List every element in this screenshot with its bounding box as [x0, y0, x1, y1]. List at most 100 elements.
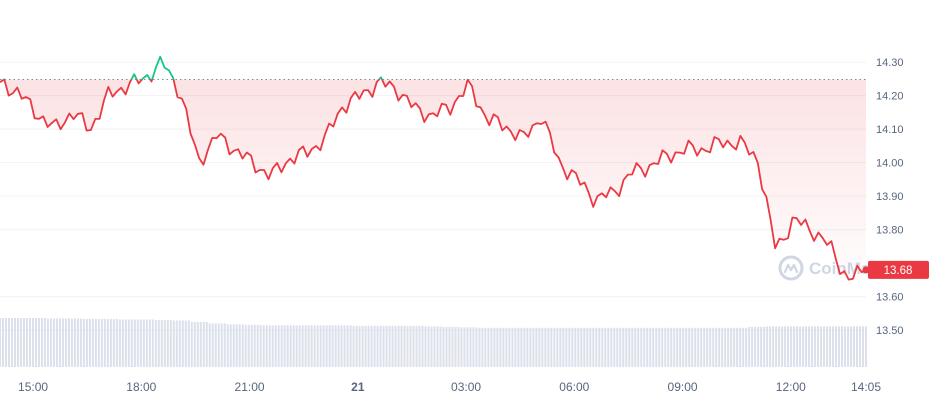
volume-bar	[760, 327, 762, 367]
volume-bar	[505, 328, 507, 367]
volume-bar	[511, 328, 513, 367]
volume-bar	[616, 328, 618, 367]
volume-bar	[568, 328, 570, 367]
volume-bar	[191, 322, 193, 367]
volume-bar	[739, 328, 741, 367]
volume-bar	[796, 326, 798, 367]
volume-bar	[215, 323, 217, 367]
last-price-dot[interactable]	[863, 266, 870, 273]
volume-bar	[478, 328, 480, 367]
volume-bar	[721, 328, 723, 367]
volume-bar	[595, 328, 597, 367]
volume-bar	[622, 328, 624, 367]
volume-bar	[65, 318, 67, 367]
volume-bar	[254, 325, 256, 367]
volume-bar	[80, 318, 82, 367]
volume-bar	[550, 328, 552, 367]
volume-bar	[203, 322, 205, 367]
volume-bar	[353, 326, 355, 367]
volume-bar	[604, 328, 606, 367]
volume-bar	[359, 326, 361, 367]
volume-bar	[772, 326, 774, 367]
volume-bar	[356, 326, 358, 367]
volume-bar	[817, 326, 819, 367]
volume-bar	[652, 328, 654, 367]
volume-bar	[287, 325, 289, 367]
volume-bar	[71, 318, 73, 367]
volume-bar	[383, 326, 385, 367]
volume-bar	[23, 318, 25, 367]
volume-bar	[856, 326, 858, 367]
volume-bar	[302, 325, 304, 367]
volume-bar	[847, 326, 849, 367]
volume-bar	[116, 319, 118, 367]
volume-bar	[47, 318, 49, 367]
volume-bar	[862, 326, 864, 367]
volume-bar	[508, 328, 510, 367]
coinmarketcap-logo-icon	[780, 257, 802, 279]
volume-bar	[410, 326, 412, 367]
volume-bar	[74, 318, 76, 367]
volume-bar	[658, 328, 660, 367]
x-tick-label: 21	[351, 380, 365, 394]
volume-bar	[640, 328, 642, 367]
volume-bar	[38, 318, 40, 367]
volume-bar	[113, 319, 115, 367]
volume-bar	[526, 328, 528, 367]
volume-bar	[460, 327, 462, 367]
volume-bar	[649, 328, 651, 367]
volume-bar	[634, 328, 636, 367]
volume-bar	[83, 319, 85, 367]
volume-bar	[778, 326, 780, 367]
volume-bar	[484, 328, 486, 367]
volume-bar	[119, 319, 121, 367]
volume-bar	[718, 328, 720, 367]
volume-bar	[125, 319, 127, 367]
volume-bar	[296, 325, 298, 367]
y-tick-label: 13.60	[876, 292, 904, 304]
volume-bar	[577, 328, 579, 367]
volume-bar	[514, 328, 516, 367]
volume-bar	[32, 318, 34, 367]
volume-bar	[173, 320, 175, 367]
volume-bar	[86, 319, 88, 367]
volume-bar	[703, 328, 705, 367]
volume-bar	[158, 320, 160, 367]
volume-bar	[398, 326, 400, 367]
volume-bar	[5, 318, 7, 367]
volume-bar	[487, 328, 489, 367]
volume-bar	[562, 328, 564, 367]
volume-bar	[224, 323, 226, 367]
volume-bar	[404, 326, 406, 367]
volume-bar	[583, 328, 585, 367]
volume-bar	[589, 328, 591, 367]
x-tick-label: 15:00	[18, 380, 48, 394]
volume-bar	[431, 326, 433, 367]
volume-bar	[592, 328, 594, 367]
volume-bar	[146, 319, 148, 367]
volume-bar	[326, 325, 328, 367]
volume-bar	[673, 328, 675, 367]
volume-bar	[389, 326, 391, 367]
volume-bar	[724, 328, 726, 367]
volume-bar	[751, 327, 753, 367]
volume-bar	[823, 326, 825, 367]
volume-bar	[110, 319, 112, 367]
volume-bar	[733, 328, 735, 367]
volume-bar	[835, 326, 837, 367]
volume-bar	[586, 328, 588, 367]
volume-bar	[188, 320, 190, 367]
y-tick-label: 13.90	[876, 191, 904, 203]
volume-bar	[407, 326, 409, 367]
volume-bar	[628, 328, 630, 367]
x-tick-label: 09:00	[668, 380, 698, 394]
volume-bar	[365, 326, 367, 367]
volume-bar	[607, 328, 609, 367]
volume-bar	[565, 328, 567, 367]
volume-bar	[419, 326, 421, 367]
volume-bar	[149, 319, 151, 367]
volume-bar	[98, 319, 100, 367]
